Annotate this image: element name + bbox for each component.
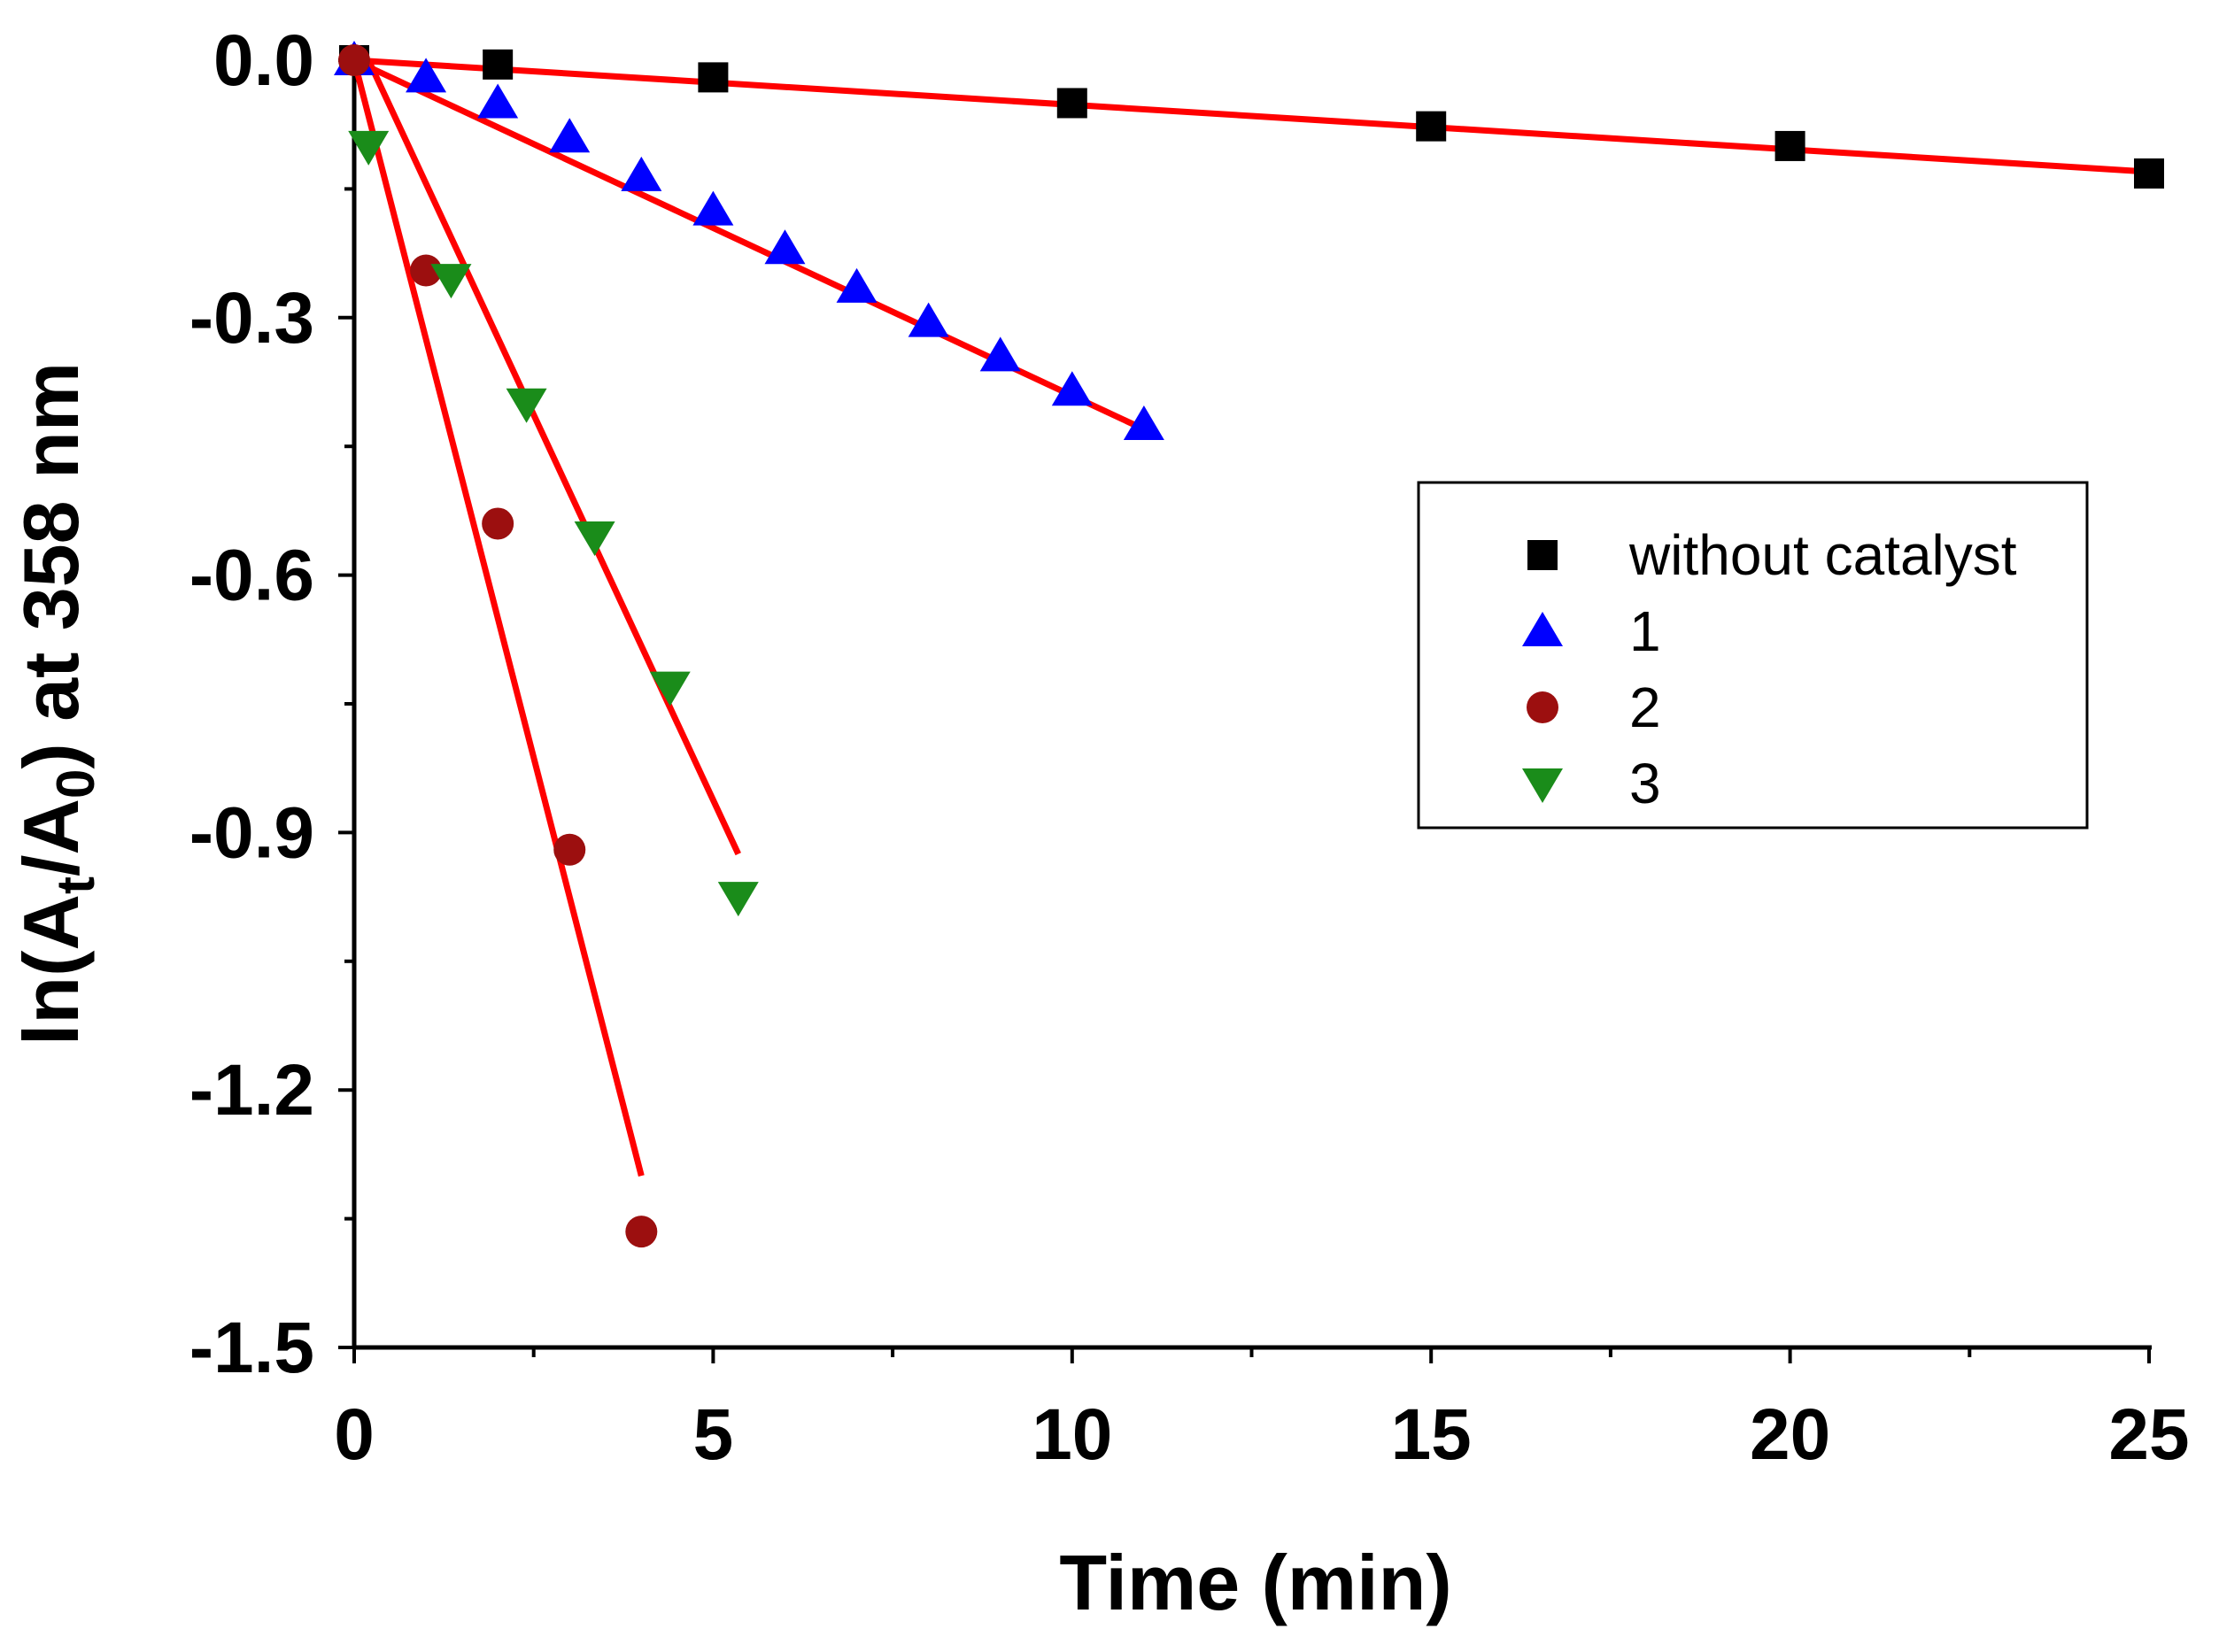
x-axis-title: Time (min)	[1059, 1539, 1451, 1626]
data-point-2	[410, 254, 443, 287]
fit-line-1	[352, 57, 1146, 432]
legend-marker-without-catalyst	[1527, 540, 1558, 570]
data-point-3	[348, 130, 390, 166]
data-point-1	[908, 302, 949, 337]
data-point-without-catalyst	[483, 49, 514, 80]
x-tick-label: 20	[1750, 1394, 1830, 1475]
data-point-without-catalyst	[698, 62, 729, 93]
data-point-without-catalyst	[2134, 158, 2164, 189]
data-point-2	[625, 1216, 658, 1248]
y-tick-label: -0.6	[189, 536, 314, 616]
legend-items: without catalyst 1 2 3	[1522, 523, 2017, 815]
y-tick-label: -0.9	[189, 792, 314, 873]
data-point-3	[430, 264, 472, 299]
data-point-1	[692, 190, 734, 226]
legend-label-without-catalyst: without catalyst	[1628, 523, 2017, 587]
y-tick-label: -1.5	[189, 1308, 314, 1388]
data-markers	[334, 41, 2164, 1248]
fit-line-2	[351, 59, 645, 1177]
x-tick-label: 10	[1032, 1394, 1112, 1475]
data-point-2	[482, 507, 514, 540]
data-point-1	[1123, 405, 1164, 440]
data-point-3	[574, 521, 615, 556]
y-axis-title-sub-0: 0	[46, 769, 105, 799]
data-point-1	[979, 336, 1021, 372]
x-tick-label: 25	[2108, 1394, 2189, 1475]
legend-marker-2	[1527, 691, 1558, 723]
legend-label-1: 1	[1629, 599, 1661, 663]
y-tick-label: -1.2	[189, 1050, 314, 1131]
x-ticks: 0 5 10 15 20 25	[334, 1347, 2190, 1475]
data-point-1	[621, 156, 662, 191]
y-axis-title-suffix: ) at 358 nm	[7, 362, 95, 769]
data-point-1	[549, 118, 591, 153]
data-point-3	[717, 882, 759, 917]
data-point-3	[506, 388, 547, 423]
x-tick-label: 5	[693, 1394, 734, 1475]
y-axis-title-sub-t: t	[46, 876, 105, 894]
data-point-2	[338, 44, 370, 76]
x-tick-label: 0	[334, 1394, 375, 1475]
data-point-2	[553, 833, 586, 866]
fit-lines	[351, 57, 2150, 1177]
fit-line-without-catalyst	[353, 57, 2150, 175]
y-tick-label: 0.0	[213, 20, 314, 101]
data-point-1	[836, 267, 878, 303]
data-point-1	[764, 229, 806, 265]
legend-marker-3	[1522, 768, 1563, 803]
y-tick-label: -0.3	[189, 278, 314, 359]
data-point-3	[649, 671, 691, 706]
fit-line-3	[366, 58, 741, 856]
y-axis-title-mid: /A	[7, 799, 95, 876]
y-ticks: 0.0 -0.3 -0.6 -0.9 -1.2 -1.5	[189, 20, 354, 1388]
x-tick-label: 15	[1391, 1394, 1472, 1475]
data-point-1	[477, 83, 519, 119]
data-point-without-catalyst	[1774, 130, 1805, 161]
y-axis-title: ln(At/A0) at 358 nm	[7, 362, 105, 1046]
legend-label-3: 3	[1629, 752, 1661, 815]
legend-marker-1	[1522, 612, 1563, 646]
legend: without catalyst 1 2 3	[1417, 481, 2089, 830]
legend-label-2: 2	[1629, 675, 1661, 739]
data-point-1	[1051, 371, 1093, 406]
data-point-without-catalyst	[1056, 88, 1087, 119]
data-point-1	[406, 58, 447, 93]
data-point-without-catalyst	[1416, 111, 1447, 142]
y-axis-title-prefix: ln(A	[7, 894, 95, 1046]
